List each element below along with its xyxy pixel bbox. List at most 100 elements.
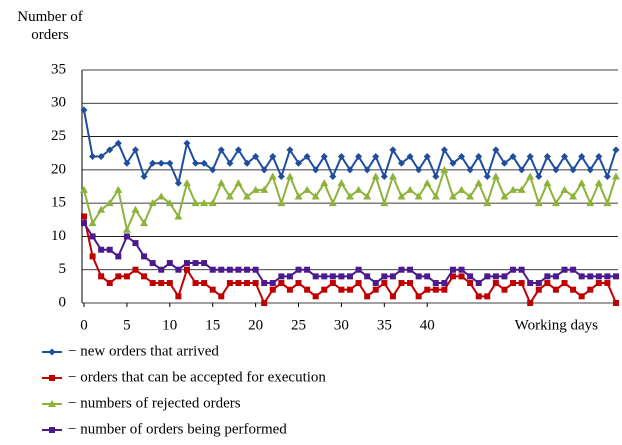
point	[561, 266, 568, 273]
point	[105, 199, 114, 207]
point	[423, 153, 431, 161]
point	[277, 173, 285, 181]
point	[141, 253, 148, 260]
point	[457, 185, 466, 193]
point	[148, 199, 157, 207]
point	[226, 159, 234, 167]
point	[346, 192, 354, 200]
point	[217, 179, 226, 187]
point	[338, 286, 345, 293]
point	[415, 166, 423, 174]
point	[534, 199, 543, 207]
point	[595, 273, 602, 280]
point	[304, 286, 311, 293]
point	[106, 146, 114, 154]
point	[432, 173, 440, 181]
point	[535, 286, 542, 293]
point	[209, 166, 217, 174]
point	[312, 273, 319, 280]
point	[295, 280, 302, 287]
point	[98, 246, 105, 253]
point	[355, 153, 363, 161]
point	[260, 185, 269, 193]
point	[500, 192, 509, 200]
point	[569, 166, 577, 174]
point	[491, 172, 500, 180]
point	[449, 266, 456, 273]
point	[604, 280, 611, 287]
point	[414, 192, 423, 200]
point	[192, 260, 199, 267]
point	[467, 273, 474, 280]
point	[355, 280, 362, 287]
point	[337, 179, 346, 187]
point	[407, 280, 414, 287]
point	[424, 273, 431, 280]
point	[577, 179, 586, 187]
point	[295, 266, 302, 273]
point	[423, 179, 432, 187]
point	[484, 293, 491, 300]
x-axis-label: Working days	[515, 317, 599, 333]
point	[389, 146, 397, 154]
series-line	[83, 166, 617, 234]
point	[441, 286, 448, 293]
point	[603, 173, 611, 181]
point	[97, 205, 106, 213]
point	[518, 280, 525, 287]
point	[552, 273, 559, 280]
point	[483, 199, 492, 207]
point	[372, 280, 379, 287]
point	[218, 266, 225, 273]
point	[260, 166, 268, 174]
point	[448, 192, 457, 200]
point	[81, 220, 87, 227]
point	[526, 172, 535, 180]
point	[286, 146, 294, 154]
point	[320, 153, 328, 161]
point	[131, 146, 139, 154]
point	[347, 286, 353, 293]
point	[278, 280, 285, 287]
point	[132, 266, 139, 273]
point	[527, 300, 534, 306]
point	[509, 153, 517, 161]
point	[304, 266, 311, 273]
point	[458, 273, 465, 280]
point	[397, 159, 405, 167]
point	[406, 153, 414, 161]
point	[80, 185, 88, 193]
point	[329, 273, 336, 280]
point	[321, 273, 328, 280]
point	[235, 280, 242, 287]
point	[441, 280, 448, 287]
y-tick-label: 10	[51, 228, 66, 244]
point	[543, 179, 552, 187]
point	[123, 273, 130, 280]
point	[449, 159, 457, 167]
x-tick-label: 40	[420, 317, 435, 333]
point	[106, 246, 113, 253]
y-tick-label: 35	[51, 61, 66, 77]
point	[363, 166, 371, 174]
point	[518, 166, 526, 174]
point	[286, 273, 293, 280]
legend-label: − number of orders being performed	[68, 421, 287, 437]
point	[192, 280, 199, 287]
point	[363, 192, 372, 200]
point	[244, 280, 251, 287]
point	[200, 159, 208, 167]
point	[397, 192, 406, 200]
point	[587, 286, 594, 293]
point	[535, 173, 543, 181]
point	[201, 260, 208, 267]
point	[551, 199, 560, 207]
point	[569, 192, 578, 200]
legend-marker	[48, 400, 56, 407]
point	[338, 273, 345, 280]
point	[355, 266, 362, 273]
point	[560, 185, 569, 193]
point	[337, 153, 345, 161]
point	[415, 273, 422, 280]
y-tick-label: 5	[59, 261, 67, 277]
